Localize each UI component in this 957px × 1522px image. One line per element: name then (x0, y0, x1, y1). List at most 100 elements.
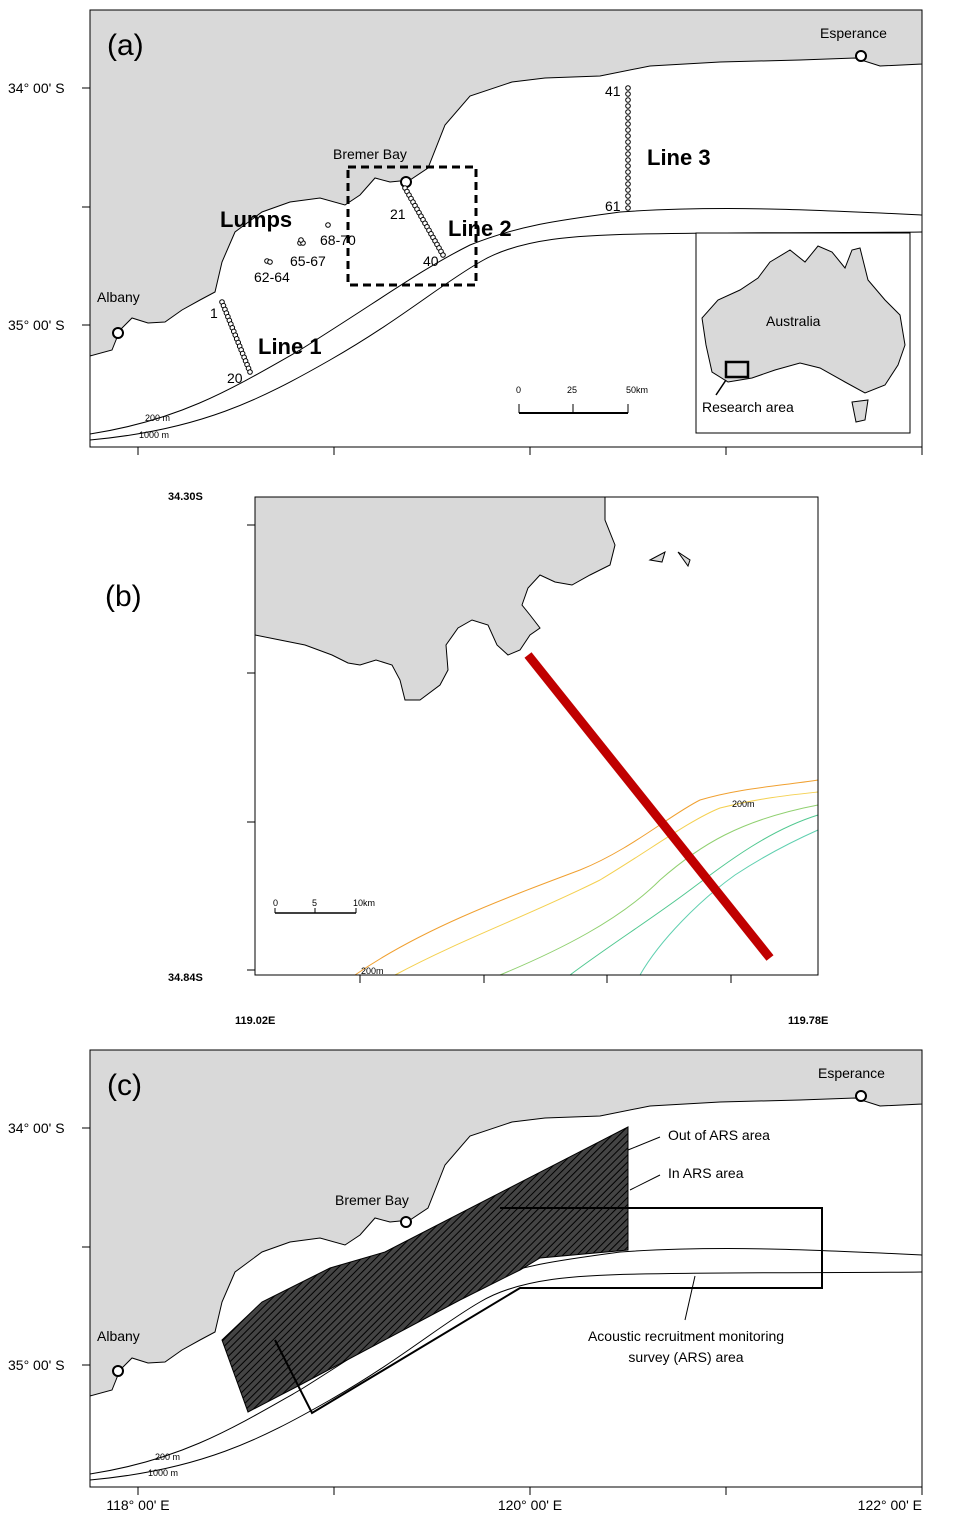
contour (569, 814, 819, 976)
leader (715, 379, 727, 396)
station (440, 252, 446, 258)
scale-label: 0 (516, 385, 521, 395)
station (325, 222, 331, 228)
contour-label: 200 m (145, 413, 170, 423)
station (625, 127, 631, 133)
island (677, 551, 691, 568)
coastline (254, 496, 616, 701)
contour (354, 779, 819, 976)
axes (82, 1127, 923, 1495)
leader (684, 1275, 696, 1321)
map-frame (89, 1049, 923, 1488)
panel-a: (a) Esperance Bremer Bay Albany Lumps Li… (8, 9, 923, 455)
station (625, 175, 631, 181)
map-frame (89, 9, 923, 448)
town-marker (855, 1090, 867, 1102)
leader (629, 1174, 661, 1191)
place-label: Albany (97, 289, 140, 305)
station (625, 115, 631, 121)
station (267, 259, 273, 265)
coastline (89, 1049, 923, 1397)
station (625, 97, 631, 103)
station-label: 61 (605, 198, 621, 214)
axes (82, 87, 923, 455)
station (625, 139, 631, 145)
contour (89, 208, 923, 435)
line-label: Line 1 (258, 334, 322, 359)
contour (394, 791, 819, 976)
inset-label: Research area (702, 399, 794, 415)
lon-label: 119.02E (235, 1015, 275, 1027)
survey-area (221, 1126, 629, 1413)
zoom-box (346, 165, 478, 287)
lat-label: 34° 00' S (8, 80, 65, 96)
panel-label: (b) (105, 580, 142, 613)
place-label: Esperance (820, 25, 887, 41)
lat-label: 34.84S (168, 972, 203, 984)
panel-c: (c) Esperance Bremer Bay Albany Out of A… (8, 1049, 923, 1513)
station (625, 163, 631, 169)
station-label: 21 (390, 206, 406, 222)
research-box (724, 360, 750, 379)
transect (524, 652, 774, 961)
inset-land (851, 399, 869, 423)
place-label: Esperance (818, 1065, 885, 1081)
station (625, 91, 631, 97)
station (625, 109, 631, 115)
station-label: 1 (210, 305, 218, 321)
contour (89, 1271, 923, 1481)
area-label: In ARS area (668, 1165, 744, 1181)
station-label: 62-64 (254, 269, 290, 285)
station (625, 145, 631, 151)
panel-b: (b) 200m 200m 0 5 10km 34.30S 34.84S 119… (105, 491, 828, 1027)
scale-label: 50km (626, 385, 648, 395)
town-marker (400, 1216, 412, 1228)
scale-label: 25 (567, 385, 577, 395)
town-marker (112, 327, 124, 339)
lon-label: 122° 00' E (858, 1497, 922, 1513)
lon-label: 118° 00' E (106, 1497, 169, 1513)
station-label: 65-67 (290, 253, 326, 269)
scale-label: 0 (273, 898, 278, 908)
station (625, 181, 631, 187)
station-label: 20 (227, 370, 243, 386)
station (625, 85, 631, 91)
scale-label: 10km (353, 898, 375, 908)
lon-label: 120° 00' E (498, 1497, 562, 1513)
lat-label: 34.30S (168, 491, 203, 503)
station (625, 103, 631, 109)
line-label: Line 3 (647, 145, 711, 170)
lat-label: 35° 00' S (8, 317, 65, 333)
coastline (89, 9, 923, 357)
lat-label: 34° 00' S (8, 1120, 65, 1136)
island (648, 550, 666, 563)
inset: Australia Research area (695, 232, 911, 434)
map-frame (254, 496, 819, 976)
contour-label: 1000 m (139, 430, 169, 440)
lat-label: 35° 00' S (8, 1357, 65, 1373)
station (247, 369, 253, 375)
place-label: Bremer Bay (335, 1192, 409, 1208)
area-label: Out of ARS area (668, 1127, 770, 1143)
station (625, 199, 631, 205)
contour (639, 829, 819, 976)
station (625, 169, 631, 175)
station (298, 237, 304, 243)
station (625, 151, 631, 157)
station-label: 41 (605, 83, 621, 99)
station (625, 187, 631, 193)
contour-label: 200m (361, 966, 384, 976)
leader (627, 1136, 661, 1151)
station (625, 193, 631, 199)
area-label: survey (ARS) area (628, 1349, 743, 1365)
station-label: 68-70 (320, 232, 356, 248)
place-label: Albany (97, 1328, 140, 1344)
station (625, 133, 631, 139)
place-label: Bremer Bay (333, 146, 407, 162)
panel-label: (c) (107, 1069, 142, 1102)
contour-label: 200m (732, 799, 755, 809)
inset-label: Australia (766, 313, 821, 329)
panel-label: (a) (107, 29, 144, 62)
